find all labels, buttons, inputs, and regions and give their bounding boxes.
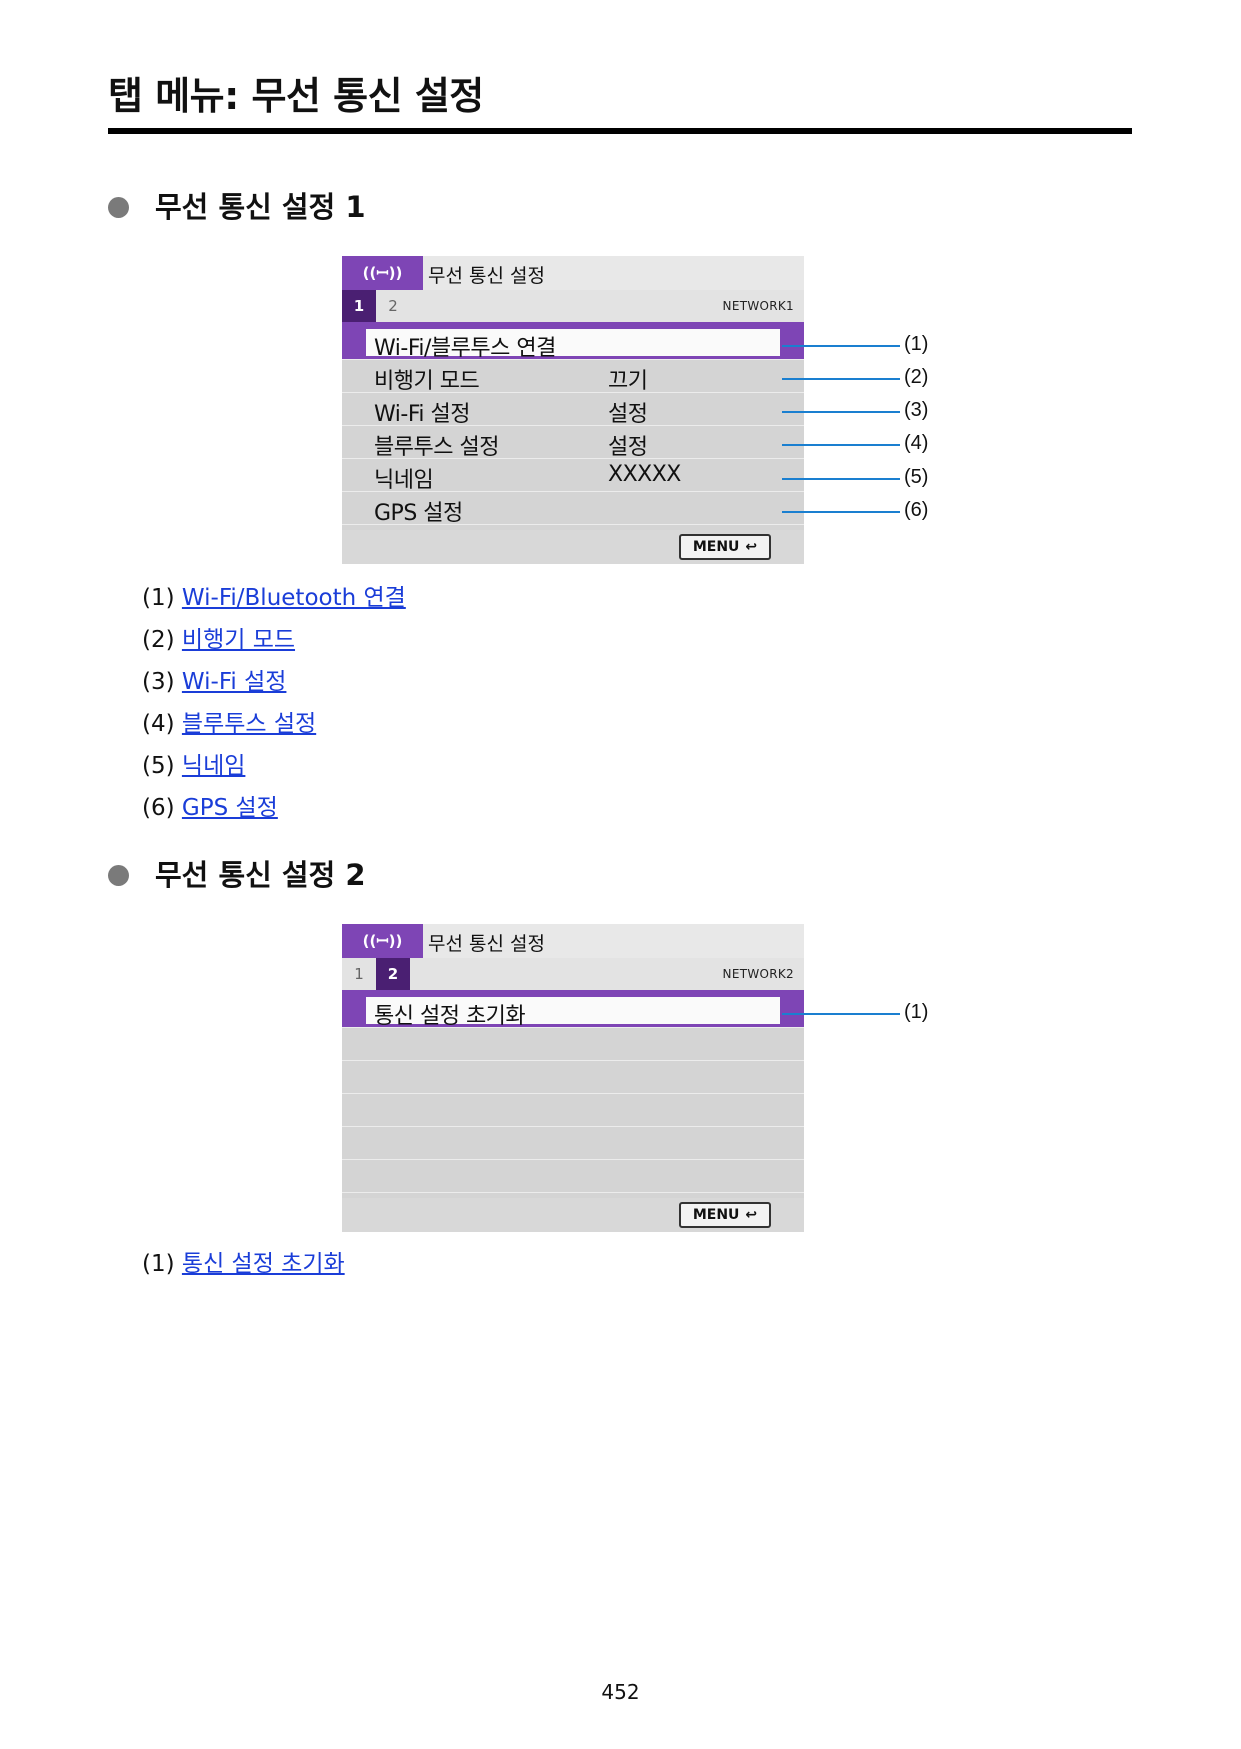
legend-item: (1) 통신 설정 초기화 [142,1243,345,1285]
tab-2[interactable]: 2 [388,297,398,315]
legend-link-bluetooth-settings[interactable]: 블루투스 설정 [181,711,317,737]
tab-1[interactable]: 1 [354,965,364,983]
row-value: 설정 [608,402,648,427]
selection-highlight [366,326,780,359]
return-icon: ↩ [745,1207,758,1223]
menu-row-bluetooth-settings[interactable]: 블루투스 설정 설정 [342,425,804,460]
tab-2[interactable]: 2 [376,958,410,990]
callout-label: (4) [904,432,929,454]
return-icon: ↩ [745,539,758,555]
row-value: XXXXX [608,462,681,487]
screen-title: 무선 통신 설정 [428,933,545,955]
title-rule [108,128,1132,134]
page-title: 탭 메뉴: 무선 통신 설정 [108,74,484,118]
wireless-icon: ((ꟷ)) [342,924,423,958]
selection-bar-left [342,326,366,359]
legend-number: (3) [142,669,175,695]
row-value: 끄기 [608,369,648,394]
bullet-icon [108,196,129,218]
legend-number: (6) [142,795,175,821]
row-label: GPS 설정 [374,501,463,526]
legend-item: (4) 블루투스 설정 [142,703,406,745]
menu-row-empty [342,1159,804,1193]
row-value: 설정 [608,435,648,460]
page-number: 452 [601,1680,640,1704]
selection-bar-right [780,994,804,1027]
row-label: Wi-Fi/블루투스 연결 [374,336,556,361]
legend-number: (1) [142,1251,175,1277]
menu-row-nickname[interactable]: 닉네임 XXXXX [342,458,804,493]
callout-line [782,345,900,347]
callout-label: (3) [904,399,929,421]
callout-line [782,378,900,380]
menu-row-empty [342,1027,804,1061]
row-label: Wi-Fi 설정 [374,402,470,427]
section-heading-1: 무선 통신 설정 1 [108,190,366,225]
callout-label: (2) [904,366,929,388]
legend-list-1: (1) Wi-Fi/Bluetooth 연결 (2) 비행기 모드 (3) Wi… [142,577,406,829]
menu-button[interactable]: MENU ↩ [679,534,771,560]
screen-tabs: 1 2 NETWORK1 [342,290,804,326]
row-label: 블루투스 설정 [374,435,499,460]
legend-item: (5) 닉네임 [142,745,406,787]
callout-line [782,411,900,413]
wireless-icon: ((ꟷ)) [342,256,423,290]
callout-line [782,511,900,513]
menu-row-wifi-settings[interactable]: Wi-Fi 설정 설정 [342,392,804,427]
legend-number: (5) [142,753,175,779]
legend-list-2: (1) 통신 설정 초기화 [142,1243,345,1285]
legend-item: (3) Wi-Fi 설정 [142,661,406,703]
menu-row-airplane-mode[interactable]: 비행기 모드 끄기 [342,359,804,394]
screen-footer: MENU ↩ [342,530,804,564]
menu-button[interactable]: MENU ↩ [679,1202,771,1228]
screen-title: 무선 통신 설정 [428,265,545,287]
legend-link-nickname[interactable]: 닉네임 [181,753,246,779]
row-label: 통신 설정 초기화 [374,1004,526,1029]
row-label: 닉네임 [374,468,434,493]
menu-row-gps-settings[interactable]: GPS 설정 [342,491,804,526]
screen-tabs: 1 2 NETWORK2 [342,958,804,994]
callout-line [782,444,900,446]
menu-row-wifi-bluetooth[interactable]: Wi-Fi/블루투스 연결 [342,326,804,361]
legend-number: (2) [142,627,175,653]
legend-link-wifi-bluetooth[interactable]: Wi-Fi/Bluetooth 연결 [181,585,406,611]
callout-line [782,1013,900,1015]
menu-button-label: MENU [692,539,740,555]
menu-row-reset-settings[interactable]: 통신 설정 초기화 [342,994,804,1029]
legend-item: (2) 비행기 모드 [142,619,406,661]
network-label: NETWORK1 [722,299,794,313]
section-heading-text: 무선 통신 설정 2 [155,858,366,892]
legend-link-airplane-mode[interactable]: 비행기 모드 [181,627,296,653]
selection-highlight [366,994,780,1027]
screen-header: ((ꟷ)) 무선 통신 설정 [342,256,804,290]
row-label: 비행기 모드 [374,369,480,394]
network-label: NETWORK2 [722,967,794,981]
legend-number: (4) [142,711,175,737]
menu-row-empty [342,1093,804,1127]
menu-button-label: MENU [692,1207,740,1223]
screen-header: ((ꟷ)) 무선 통신 설정 [342,924,804,958]
selection-bar-right [780,326,804,359]
legend-item: (1) Wi-Fi/Bluetooth 연결 [142,577,406,619]
camera-screen-2: ((ꟷ)) 무선 통신 설정 1 2 NETWORK2 통신 설정 초기화 ME… [342,924,804,1232]
legend-link-reset-settings[interactable]: 통신 설정 초기화 [181,1251,345,1277]
callout-label: (5) [904,466,929,488]
camera-screen-1: ((ꟷ)) 무선 통신 설정 1 2 NETWORK1 Wi-Fi/블루투스 연… [342,256,804,564]
menu-row-empty [342,1126,804,1160]
callout-label: (1) [904,333,929,355]
legend-number: (1) [142,585,175,611]
section-heading-2: 무선 통신 설정 2 [108,858,366,893]
menu-row-empty [342,1060,804,1094]
legend-link-wifi-settings[interactable]: Wi-Fi 설정 [181,669,287,695]
screen-footer: MENU ↩ [342,1198,804,1232]
legend-link-gps-settings[interactable]: GPS 설정 [181,795,278,821]
legend-item: (6) GPS 설정 [142,787,406,829]
section-heading-text: 무선 통신 설정 1 [155,190,366,224]
tab-1[interactable]: 1 [342,290,376,322]
callout-label: (1) [904,1001,929,1023]
callout-label: (6) [904,499,929,521]
callout-line [782,478,900,480]
selection-bar-left [342,994,366,1027]
bullet-icon [108,864,129,886]
